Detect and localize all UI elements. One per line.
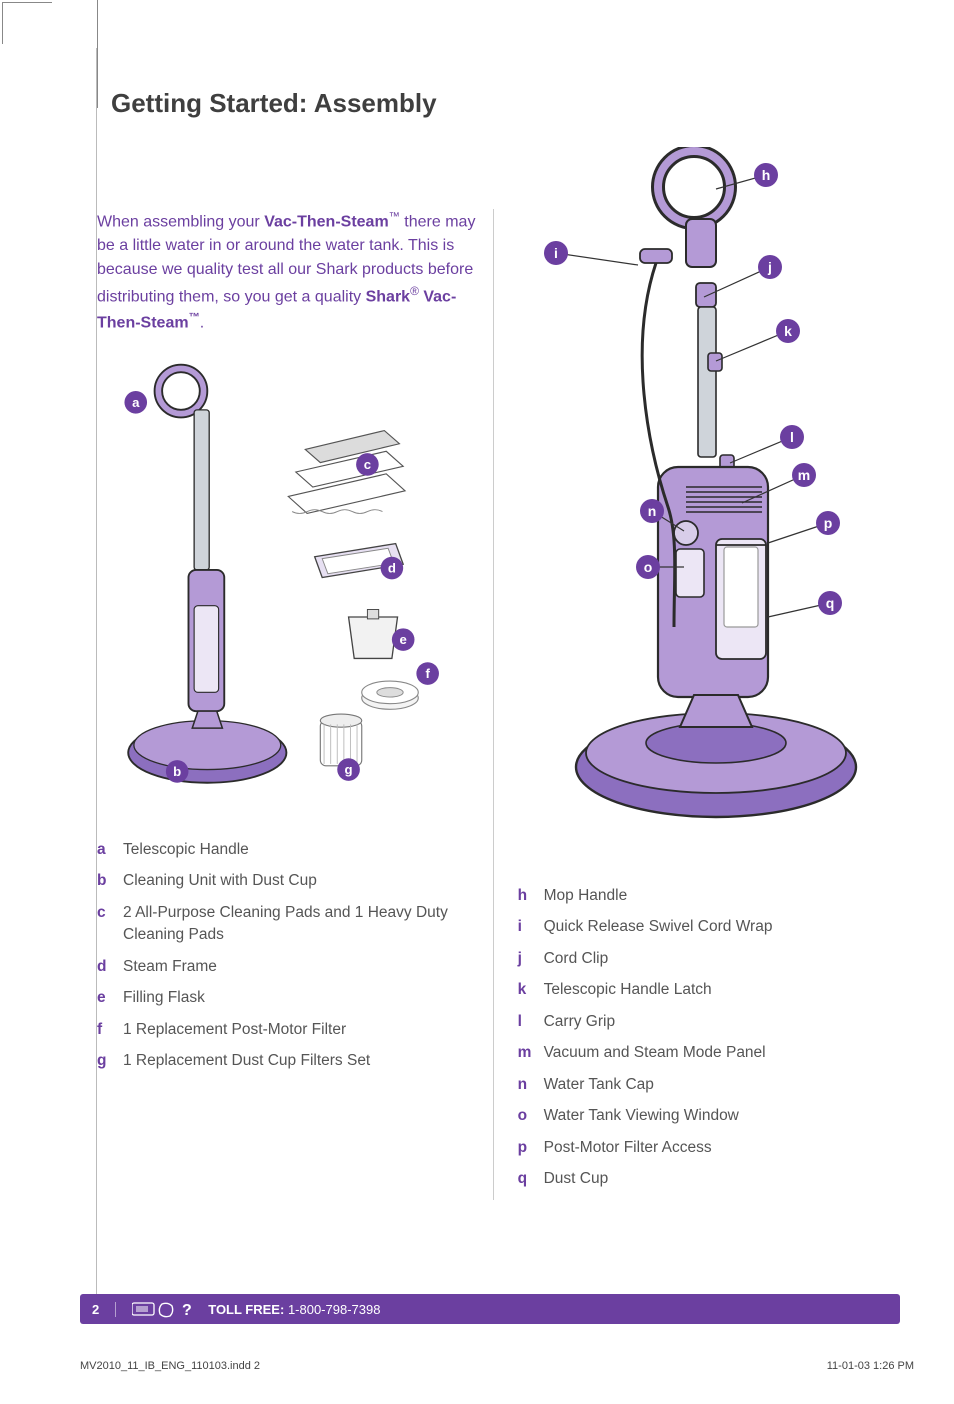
svg-text:g: g <box>345 762 353 777</box>
part-key: a <box>97 839 113 861</box>
part-key: q <box>518 1168 534 1190</box>
tollfree: TOLL FREE: 1-800-798-7398 <box>208 1302 380 1317</box>
tm-icon: ™ <box>189 312 200 324</box>
part-key: l <box>518 1011 534 1033</box>
part-key: j <box>518 948 534 970</box>
part-text: Telescopic Handle <box>123 839 479 861</box>
part-text: Water Tank Viewing Window <box>544 1105 908 1127</box>
page-content: Getting Started: Assembly When assemblin… <box>96 48 908 1298</box>
part-item: o Water Tank Viewing Window <box>518 1105 908 1127</box>
right-column: hijklmnopq hMop HandleiQuick Release Swi… <box>512 209 908 1200</box>
part-text: Telescopic Handle Latch <box>544 979 908 1001</box>
part-item: h Mop Handle <box>518 885 908 907</box>
intro-end: . <box>200 314 204 331</box>
part-item: l Carry Grip <box>518 1011 908 1033</box>
part-item: d Steam Frame <box>97 956 479 978</box>
part-item: m Vacuum and Steam Mode Panel <box>518 1042 908 1064</box>
part-key: e <box>97 987 113 1009</box>
part-key: m <box>518 1042 534 1064</box>
crop-mark <box>2 2 52 44</box>
svg-text:h: h <box>761 167 770 183</box>
parts-list-left: a Telescopic Handle b Cleaning Unit with Du… <box>97 839 479 1073</box>
reg-icon: ® <box>410 284 419 298</box>
svg-text:l: l <box>790 429 794 445</box>
svg-text:c: c <box>364 457 371 472</box>
page-title: Getting Started: Assembly <box>111 48 908 119</box>
part-key: f <box>97 1019 113 1041</box>
part-text: Cord Clip <box>544 948 908 970</box>
svg-text:j: j <box>767 259 772 275</box>
part-key: c <box>97 902 113 947</box>
footer-bar: 2 ? TOLL FREE: 1-800-798-7398 <box>80 1294 900 1324</box>
intro-prod1: Vac-Then-Steam <box>264 213 388 230</box>
part-text: Cleaning Unit with Dust Cup <box>123 870 479 892</box>
figure-left: a b c d e f g <box>97 359 479 811</box>
part-item: b Cleaning Unit with Dust Cup <box>97 870 479 892</box>
part-text: 1 Replacement Post-Motor Filter <box>123 1019 479 1041</box>
part-text: 1 Replacement Dust Cup Filters Set <box>123 1050 479 1072</box>
svg-text:?: ? <box>182 1302 192 1318</box>
part-key: p <box>518 1137 534 1159</box>
part-item: f 1 Replacement Post-Motor Filter <box>97 1019 479 1041</box>
part-item: j Cord Clip <box>518 948 908 970</box>
page-number: 2 <box>92 1302 116 1317</box>
intro-text: When assembling your Vac-Then-Steam™ the… <box>97 209 479 335</box>
svg-text:p: p <box>823 515 832 531</box>
svg-text:n: n <box>647 503 656 519</box>
indd-right: 11-01-03 1:26 PM <box>827 1360 914 1372</box>
part-item: c2 All-Purpose Cleaning Pads and 1 Heavy… <box>97 902 479 947</box>
svg-text:e: e <box>400 632 407 647</box>
part-item: n Water Tank Cap <box>518 1074 908 1096</box>
svg-text:o: o <box>643 559 652 575</box>
svg-text:m: m <box>797 467 809 483</box>
part-text: Mop Handle <box>544 885 908 907</box>
part-item: i Quick Release Swivel Cord Wrap <box>518 916 908 938</box>
indesign-slug: MV2010_11_IB_ENG_110103.indd 2 11-01-03 … <box>80 1360 914 1372</box>
intro-pre: When assembling your <box>97 213 264 230</box>
figure-right: h i j k l m n o p q <box>518 147 908 857</box>
part-key: d <box>97 956 113 978</box>
svg-text:d: d <box>388 561 396 576</box>
svg-text:a: a <box>132 395 140 410</box>
title-block: Getting Started: Assembly <box>97 48 908 119</box>
svg-text:b: b <box>173 764 181 779</box>
toll-number: 1-800-798-7398 <box>288 1302 381 1317</box>
part-key: b <box>97 870 113 892</box>
intro-brand: Shark <box>366 289 410 306</box>
part-key: i <box>518 916 534 938</box>
tm-icon: ™ <box>389 211 400 223</box>
indd-left: MV2010_11_IB_ENG_110103.indd 2 <box>80 1360 260 1372</box>
part-key: h <box>518 885 534 907</box>
part-item: g 1 Replacement Dust Cup Filters Set <box>97 1050 479 1072</box>
part-text: Filling Flask <box>123 987 479 1009</box>
part-text: Dust Cup <box>544 1168 908 1190</box>
part-item: q Dust Cup <box>518 1168 908 1190</box>
part-text: Quick Release Swivel Cord Wrap <box>544 916 908 938</box>
part-item: a Telescopic Handle <box>97 839 479 861</box>
part-text: Water Tank Cap <box>544 1074 908 1096</box>
part-item: p Post-Motor Filter Access <box>518 1137 908 1159</box>
svg-text:i: i <box>554 245 558 261</box>
part-item: e Filling Flask <box>97 987 479 1009</box>
parts-list-right: h Mop Handle i Quick Release Swivel Cord Wr… <box>518 885 908 1191</box>
svg-text:q: q <box>825 595 834 611</box>
columns: When assembling your Vac-Then-Steam™ the… <box>97 209 908 1200</box>
part-text: Carry Grip <box>544 1011 908 1033</box>
part-text: 2 All-Purpose Cleaning Pads and 1 Heavy … <box>123 902 479 947</box>
part-item: k Telescopic Handle Latch <box>518 979 908 1001</box>
part-key: k <box>518 979 534 1001</box>
footer-icons: ? <box>132 1300 192 1318</box>
svg-text:k: k <box>784 323 792 339</box>
part-text: Vacuum and Steam Mode Panel <box>544 1042 908 1064</box>
toll-label: TOLL FREE: <box>208 1302 284 1317</box>
part-key: o <box>518 1105 534 1127</box>
part-key: g <box>97 1050 113 1072</box>
part-text: Post-Motor Filter Access <box>544 1137 908 1159</box>
svg-text:f: f <box>425 666 430 681</box>
part-key: n <box>518 1074 534 1096</box>
part-text: Steam Frame <box>123 956 479 978</box>
left-column: When assembling your Vac-Then-Steam™ the… <box>97 209 494 1200</box>
